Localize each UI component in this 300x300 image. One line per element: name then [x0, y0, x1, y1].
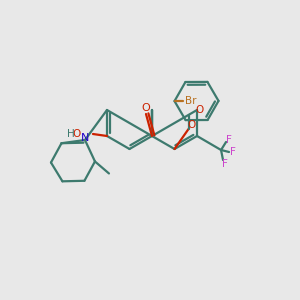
Text: F: F — [222, 159, 228, 169]
Text: O: O — [73, 129, 81, 139]
Text: Br: Br — [185, 96, 196, 106]
Text: N: N — [81, 133, 89, 143]
Text: H: H — [67, 129, 75, 139]
Text: F: F — [226, 135, 232, 145]
Text: F: F — [230, 147, 236, 157]
Text: O: O — [142, 103, 150, 113]
Text: O: O — [188, 120, 196, 130]
Text: O: O — [195, 105, 203, 115]
